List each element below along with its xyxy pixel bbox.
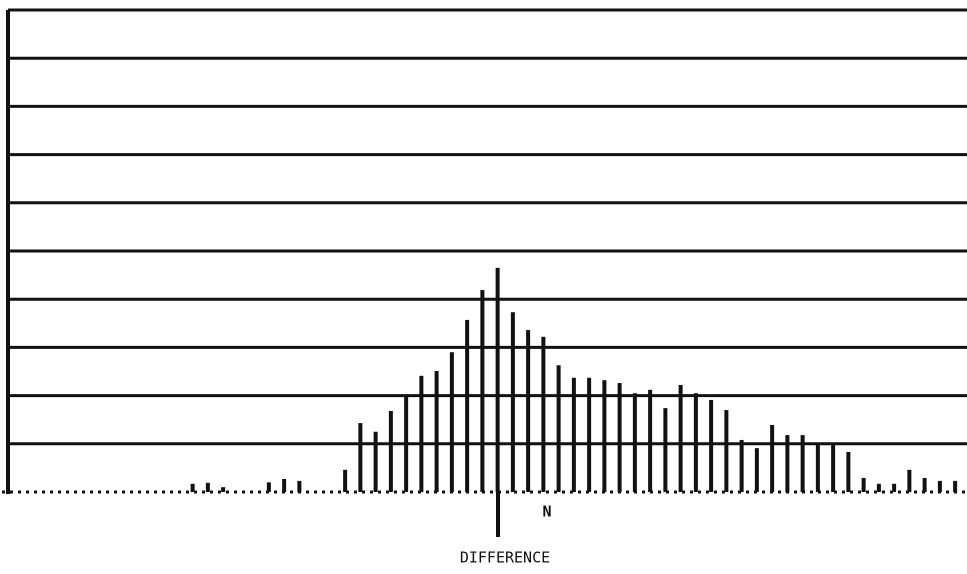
bar (770, 425, 775, 492)
bar (922, 478, 927, 492)
bar (297, 480, 302, 492)
bar (388, 411, 393, 492)
bar (602, 380, 607, 492)
bar (510, 312, 515, 492)
bar (526, 330, 531, 492)
bar (907, 469, 912, 492)
bar (495, 267, 500, 492)
bar (221, 487, 226, 492)
bar (541, 336, 546, 492)
bar (343, 469, 348, 492)
bar (846, 451, 851, 492)
annotation: N (542, 503, 551, 521)
bar (465, 319, 470, 492)
bar (648, 389, 653, 492)
bar (709, 399, 714, 492)
bar (739, 439, 744, 492)
bar (892, 483, 897, 492)
bar (480, 290, 485, 492)
bar (632, 393, 637, 492)
bar (876, 483, 881, 492)
bar (678, 384, 683, 492)
bar (419, 375, 424, 492)
bar (754, 448, 759, 492)
bar (785, 435, 790, 492)
bar (449, 352, 454, 492)
bar (266, 482, 271, 492)
bar (937, 480, 942, 492)
bar (404, 395, 409, 492)
bar (190, 483, 195, 492)
bar (282, 478, 287, 492)
bar (373, 431, 378, 492)
bar (815, 442, 820, 492)
bar (556, 365, 561, 492)
bar (693, 393, 698, 492)
bar (953, 480, 958, 492)
bar (831, 442, 836, 492)
bar (587, 377, 592, 492)
bar (617, 383, 622, 492)
bar (861, 478, 866, 492)
bar (724, 410, 729, 492)
bar (800, 435, 805, 492)
bar (434, 371, 439, 492)
bar (205, 482, 210, 492)
bar (358, 423, 363, 492)
bar (571, 377, 576, 492)
bar (663, 408, 668, 492)
x-axis-label: DIFFERENCE (460, 549, 550, 567)
